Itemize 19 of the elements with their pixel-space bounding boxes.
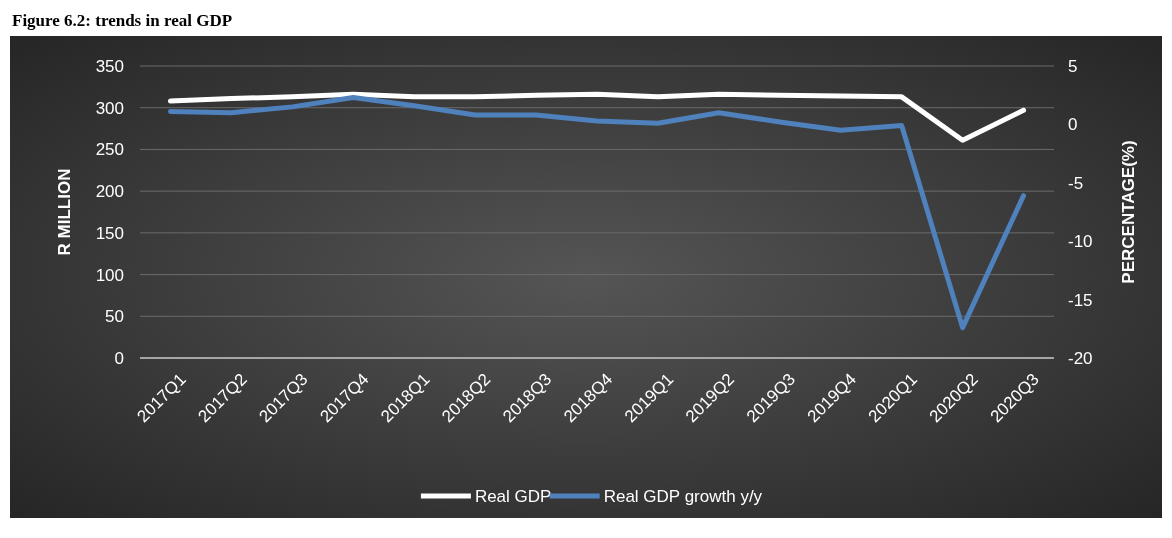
legend-label: Real GDP growth y/y [603, 486, 763, 506]
y2-axis-title: PERCENTAGE(%) [1119, 140, 1138, 284]
y-axis-title: R MILLION [55, 168, 74, 256]
y-tick-label: 0 [114, 348, 124, 368]
y-tick-label: 150 [95, 223, 124, 243]
legend-label: Real GDP [474, 486, 552, 506]
y-tick-label: 200 [95, 182, 124, 202]
y-tick-label: 250 [95, 140, 124, 160]
y2-tick-label: -10 [1068, 232, 1093, 252]
y-tick-label: 300 [95, 98, 124, 118]
y2-tick-label: 0 [1068, 115, 1078, 135]
y2-tick-label: -20 [1068, 348, 1093, 368]
y2-tick-label: -5 [1068, 173, 1084, 193]
y2-tick-label: 5 [1068, 56, 1078, 76]
y-tick-label: 350 [95, 56, 124, 76]
y-tick-label: 50 [105, 307, 124, 327]
chart-title: Figure 6.2: trends in real GDP [12, 11, 233, 30]
y2-tick-label: -15 [1068, 290, 1093, 310]
y-tick-label: 100 [95, 265, 124, 285]
